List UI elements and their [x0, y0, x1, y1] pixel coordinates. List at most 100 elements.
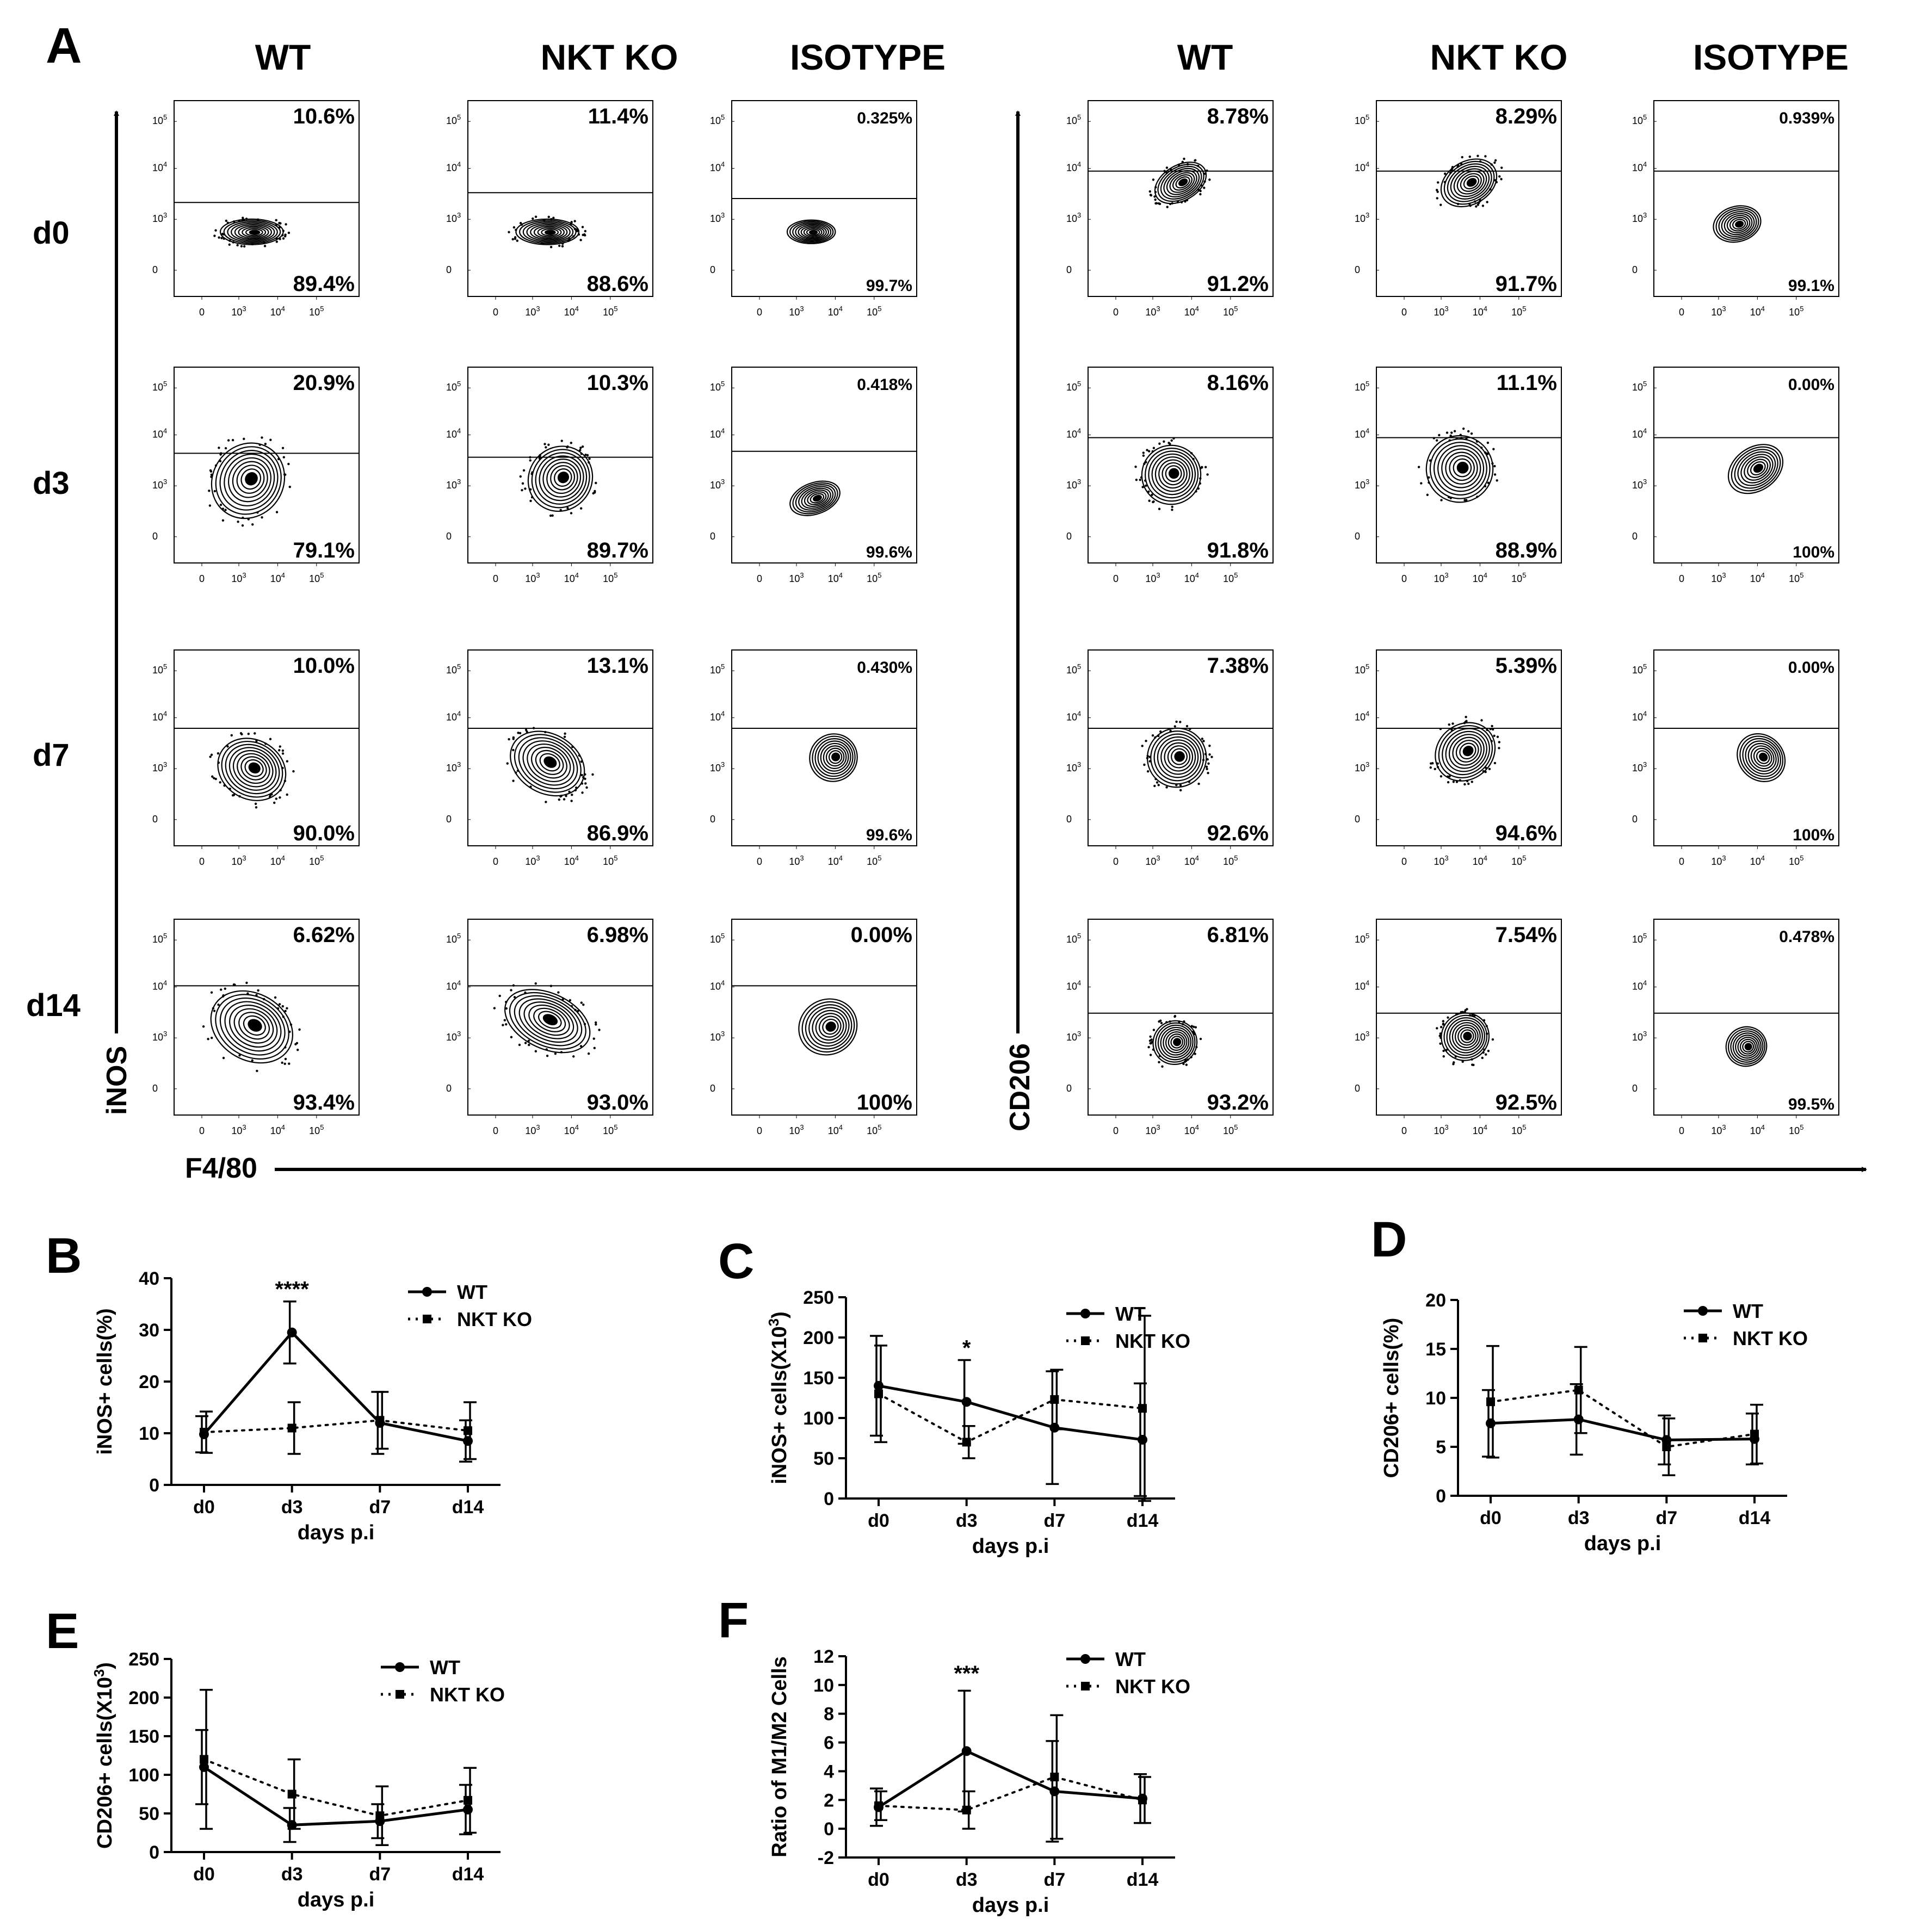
- y-tick-label: 0: [149, 1475, 159, 1496]
- legend-marker-wt: [1080, 1309, 1090, 1318]
- contour-ring: [221, 740, 283, 798]
- event-dot: [1476, 496, 1479, 498]
- event-dot: [1471, 1014, 1474, 1017]
- event-dot: [208, 490, 211, 492]
- event-dot: [263, 241, 265, 244]
- contour-ring: [789, 220, 834, 243]
- contour-plot: [1134, 437, 1209, 511]
- x-tick-exponent: 4: [1484, 305, 1487, 313]
- event-dot: [286, 793, 288, 796]
- event-dot: [279, 745, 281, 748]
- event-dot: [1446, 775, 1449, 778]
- contour-ring: [233, 1008, 274, 1044]
- event-dot: [1440, 499, 1443, 501]
- series-line-wt: [202, 1766, 469, 1826]
- x-tick-exponent: 5: [1522, 571, 1526, 579]
- event-dot: [1429, 766, 1432, 769]
- event-dot: [275, 511, 279, 513]
- contour-ring: [815, 1013, 844, 1041]
- x-tick-label: 105: [1511, 854, 1526, 867]
- event-dot: [1154, 185, 1157, 189]
- event-dot: [544, 730, 547, 734]
- flow-plot: 0 103 104 105 0 103 104 105 8.29% 91.7%: [1355, 100, 1562, 318]
- gate-percent-top: 7.54%: [1496, 923, 1557, 947]
- contour-plot: [202, 981, 301, 1073]
- event-dot: [1487, 481, 1490, 484]
- x-tick-exponent: 3: [536, 571, 540, 579]
- contour-ring: [801, 1001, 855, 1053]
- data-point-wt: [463, 1436, 473, 1446]
- contour-ring: [1462, 745, 1474, 757]
- panel-label-f: F: [718, 1593, 749, 1648]
- event-dot: [1442, 1049, 1445, 1052]
- event-dot: [543, 443, 546, 445]
- event-dot: [546, 1054, 549, 1057]
- x-tick-label: 0: [1113, 307, 1119, 318]
- event-dot: [210, 473, 213, 476]
- event-dot: [211, 775, 214, 778]
- flow-cytometry-grid: 0 103 104 105 0 103 104 105 10.6% 89.4% 0 103 104 105…: [152, 100, 1839, 1136]
- event-dot: [224, 987, 226, 990]
- event-dot: [1493, 473, 1497, 476]
- event-dot: [1428, 476, 1430, 479]
- event-dot: [1134, 465, 1137, 468]
- flow-plot: 0 103 104 105 0 103 104 105 0.430% 99.6%: [710, 649, 917, 867]
- x-tick-label: 104: [1184, 305, 1199, 318]
- event-dot: [1152, 1048, 1155, 1051]
- x-tick-label: 0: [1679, 307, 1684, 318]
- event-dot: [273, 801, 276, 804]
- event-dot: [211, 1036, 213, 1039]
- event-dot: [232, 241, 234, 244]
- event-dot: [1449, 171, 1452, 175]
- x-tick-label: 103: [1434, 305, 1448, 318]
- event-dot: [1485, 1032, 1488, 1035]
- data-point-nktko: [962, 1805, 971, 1815]
- event-dot: [1208, 744, 1211, 747]
- flow-plot: 0 103 104 105 0 103 104 105 0.00% 100%: [1632, 367, 1839, 584]
- event-dot: [585, 786, 588, 789]
- y-tick-label: 0: [446, 531, 452, 542]
- event-dot: [526, 730, 528, 733]
- y-tick-exponent: 3: [1643, 478, 1647, 486]
- event-dot: [274, 996, 277, 999]
- event-dot: [527, 1039, 530, 1042]
- data-point-nktko: [1050, 1395, 1059, 1404]
- y-tick-label: 0: [152, 531, 158, 542]
- legend-label: NKT KO: [1733, 1327, 1808, 1349]
- event-dot: [1179, 784, 1182, 787]
- contour-ring: [242, 227, 267, 238]
- series-line-wt: [202, 1330, 469, 1442]
- panel-label-b: B: [46, 1228, 82, 1284]
- event-dot: [1468, 155, 1471, 158]
- contour-ring: [1449, 455, 1475, 481]
- event-dot: [1451, 165, 1454, 169]
- y-tick-label: 104: [1632, 710, 1647, 723]
- contour-ring: [535, 750, 564, 775]
- gate-percent-bottom: 99.1%: [1788, 277, 1834, 295]
- event-dot: [1178, 1020, 1181, 1023]
- event-dot: [1152, 1029, 1156, 1031]
- x-tick-label: 105: [603, 571, 617, 584]
- event-dot: [242, 516, 244, 519]
- event-dot: [261, 516, 263, 519]
- event-dot: [1460, 1011, 1463, 1014]
- y-tick-exponent: 4: [1077, 710, 1081, 718]
- event-dot: [1493, 465, 1496, 468]
- contour-ring: [543, 756, 557, 768]
- gate-percent-bottom: 89.7%: [587, 538, 648, 562]
- event-dot: [560, 439, 563, 442]
- event-dot: [222, 1056, 225, 1060]
- event-dot: [579, 1045, 583, 1048]
- x-tick-label: 105: [1789, 571, 1803, 584]
- event-dot: [1172, 437, 1175, 440]
- contour-ring: [1151, 453, 1193, 496]
- data-point-wt: [1138, 1434, 1147, 1445]
- y-tick-exponent: 5: [1077, 380, 1081, 388]
- contour-ring: [228, 747, 277, 791]
- x-tick-exponent: 4: [1195, 1123, 1199, 1131]
- event-dot: [281, 752, 285, 755]
- event-dot: [1467, 430, 1470, 433]
- event-dot: [254, 732, 256, 735]
- data-point-wt: [1049, 1422, 1060, 1433]
- x-tick-exponent: 4: [1195, 571, 1199, 579]
